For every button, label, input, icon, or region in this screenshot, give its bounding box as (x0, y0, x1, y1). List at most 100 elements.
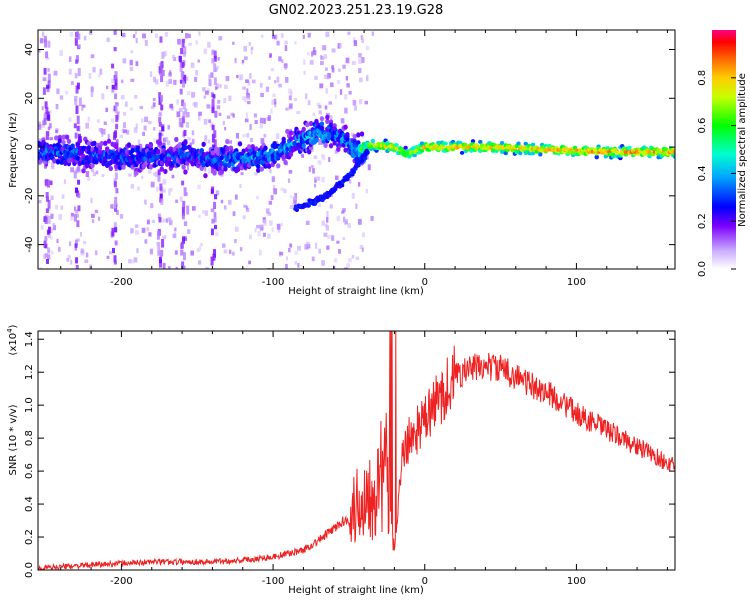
spectrogram-streak (183, 74, 187, 84)
spectrogram-speckle (273, 98, 277, 105)
spectrogram-speckle (355, 203, 358, 209)
spectrogram-streak (75, 187, 79, 193)
spectrogram-speckle (46, 57, 50, 61)
spectrogram-speckle (197, 114, 201, 121)
spectrogram-streak (180, 47, 184, 55)
spectrogram-speckle (111, 78, 115, 83)
spectrogram-speckle (69, 241, 72, 247)
spectrogram-speckle (146, 219, 151, 225)
spectrogram-streak (184, 33, 188, 39)
spectrogram-speckle (243, 204, 248, 208)
spectrogram-speckle (309, 60, 314, 65)
spectrogram-speckle (197, 59, 200, 63)
spectrogram-ridge-point (185, 160, 190, 166)
spectrogram-streak (158, 217, 162, 223)
spectrogram-speckle (70, 259, 73, 265)
spectrogram-speckle (164, 32, 168, 37)
spectrogram-streak (45, 51, 49, 59)
spectrogram-speckle (171, 54, 175, 59)
spectrogram-speckle (351, 192, 355, 199)
spectrogram-speckle (360, 57, 365, 63)
spectrogram-speckle (98, 127, 103, 132)
spectrogram-speckle (315, 176, 318, 180)
spectrogram-streak (73, 170, 77, 179)
spectrogram-speckle (63, 179, 67, 184)
spectrogram-speckle (97, 73, 101, 78)
spectrogram-streak (74, 243, 78, 248)
spectrogram-speckle (325, 225, 330, 231)
spectrogram-ridge-point (115, 154, 121, 161)
spectrogram-ridge-point (443, 141, 448, 146)
spectrogram-speckle (293, 97, 297, 102)
spectrogram-ridge-point (370, 138, 376, 143)
spectrogram-streak (214, 110, 218, 118)
spectrogram-speckle (281, 33, 284, 38)
spectrogram-speckle (88, 264, 93, 269)
spectrogram-speckle (162, 188, 166, 193)
spectrogram-streak (211, 58, 215, 64)
spectrogram-ridge-point (97, 145, 103, 151)
spectrogram-ridge-point (305, 122, 310, 128)
spectrogram-streak (76, 143, 80, 151)
spectrogram-streak (179, 55, 183, 63)
spectrogram-speckle (192, 206, 196, 211)
spectrogram-speckle (236, 141, 240, 146)
spectrogram-ridge-point (90, 162, 95, 169)
spectrogram-speckle (41, 124, 46, 128)
spectrogram-streak (211, 144, 215, 150)
spectrogram-streak (115, 114, 119, 122)
spectrogram-speckle (141, 118, 144, 123)
spectrogram-ridge-point (343, 124, 348, 130)
spectrogram-speckle (289, 195, 293, 199)
spectrogram-speckle (55, 103, 59, 110)
spectrogram-streak (44, 101, 48, 109)
spectrogram-speckle (328, 157, 331, 163)
y-tick-label: 0.2 (24, 529, 35, 545)
spectrogram-streak (158, 116, 162, 123)
spectrogram-streak (186, 205, 190, 215)
spectrogram-speckle (291, 203, 294, 207)
spectrogram-streak (76, 31, 80, 40)
spectrogram-streak (161, 238, 165, 248)
spectrogram-speckle (305, 199, 309, 205)
spectrogram-ridge-point (254, 146, 259, 152)
spectrogram-speckle (250, 48, 253, 55)
spectrogram-speckle (367, 164, 371, 171)
spectrogram-streak (44, 216, 48, 225)
spectrogram-streak (213, 201, 217, 210)
spectrogram-streak (213, 130, 217, 138)
spectrogram-speckle (180, 249, 184, 256)
spectrogram-speckle (254, 228, 257, 233)
spectrogram-speckle (288, 88, 293, 95)
spectrogram-speckle (279, 251, 284, 256)
spectrogram-speckle (184, 76, 189, 81)
spectrogram-streak (115, 188, 119, 194)
spectrogram-speckle (135, 38, 138, 44)
spectrogram-speckle (130, 50, 134, 54)
x-tick-label: -100 (262, 576, 285, 587)
spectrogram-speckle (358, 220, 362, 224)
spectrogram-speckle (269, 168, 272, 174)
spectrogram-speckle (90, 54, 95, 59)
spectrogram-ridge-point (605, 146, 610, 151)
spectrogram-speckle (263, 219, 267, 226)
spectrogram-speckle (326, 211, 329, 217)
spectrogram-streak (178, 117, 182, 127)
spectrogram-speckle (176, 111, 181, 118)
spectrogram-ridge-point (332, 140, 337, 146)
spectrogram-speckle (325, 88, 329, 94)
spectrogram-speckle (134, 230, 139, 235)
spectrogram-ridge-point (412, 153, 417, 158)
spectrogram-speckle (43, 253, 47, 260)
spectrogram-speckle (74, 73, 79, 78)
spectrogram-ridge-point (256, 163, 261, 169)
spectrogram-speckle (170, 103, 174, 108)
spectrogram-streak (114, 130, 118, 138)
spectrogram-ridge-point (301, 143, 306, 149)
spectrogram-marks (38, 30, 675, 269)
spectrogram-ridge-point (352, 133, 357, 140)
spectrogram-speckle (331, 235, 335, 241)
spectrogram-speckle (239, 74, 243, 81)
spectrogram-speckle (208, 119, 212, 123)
spectrogram-streak (114, 104, 118, 114)
